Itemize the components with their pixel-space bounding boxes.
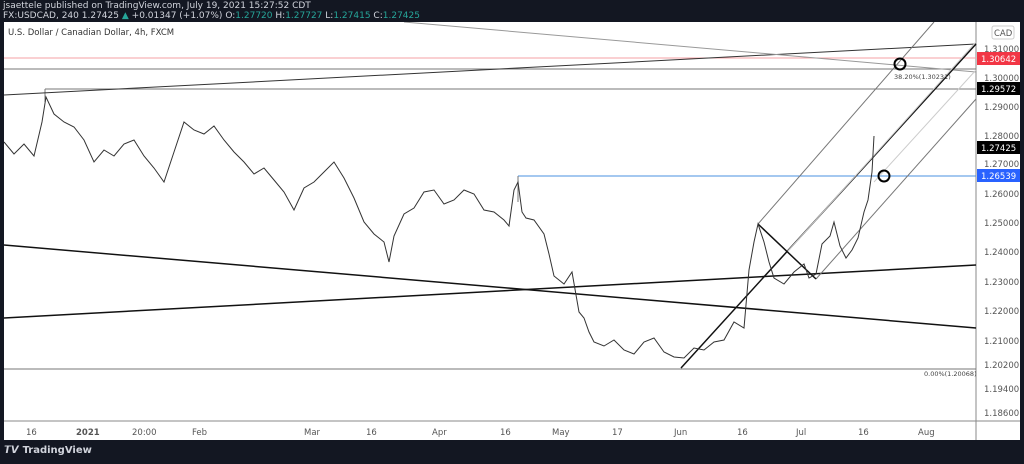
svg-text:1.21000: 1.21000 (984, 337, 1019, 347)
price-label-last: 1.27425 (981, 144, 1016, 154)
publish-info: jsaettele published on TradingView.com, … (3, 1, 311, 11)
open-value: 1.27720 (235, 11, 273, 21)
close-label: C: (373, 11, 383, 21)
price-label-black: 1.29572 (981, 85, 1016, 95)
open-label: O: (225, 11, 236, 21)
svg-text:1.29000: 1.29000 (984, 103, 1019, 113)
brand-name: TradingView (22, 445, 92, 456)
change: +0.01347 (+1.07%) (131, 11, 223, 21)
svg-text:16: 16 (500, 428, 511, 438)
svg-text:20:00: 20:00 (132, 428, 157, 438)
svg-text:16: 16 (737, 428, 748, 438)
chart-canvas[interactable]: 38.20%(1.30231) 0.00%(1.20068) 1.31000 1… (4, 22, 1020, 440)
svg-text:1.30000: 1.30000 (984, 74, 1019, 84)
currency-label: CAD (994, 29, 1013, 39)
svg-text:Aug: Aug (918, 428, 935, 438)
last-price: 1.27425 (81, 11, 119, 21)
price-label-red: 1.30642 (981, 55, 1016, 65)
svg-text:16: 16 (26, 428, 37, 438)
svg-text:1.24000: 1.24000 (984, 248, 1019, 258)
svg-text:Mar: Mar (304, 428, 321, 438)
svg-text:Feb: Feb (192, 428, 207, 438)
svg-text:1.20200: 1.20200 (984, 361, 1019, 371)
svg-text:1.28000: 1.28000 (984, 132, 1019, 142)
svg-text:May: May (552, 428, 570, 438)
fib-38-label: 38.20%(1.30231) (894, 73, 951, 81)
chart-title: U.S. Dollar / Canadian Dollar, 4h, FXCM (8, 28, 175, 38)
svg-text:1.26000: 1.26000 (984, 190, 1019, 200)
svg-text:1.27000: 1.27000 (984, 160, 1019, 170)
svg-text:1.22000: 1.22000 (984, 307, 1019, 317)
svg-text:2021: 2021 (76, 428, 100, 438)
svg-text:1.23000: 1.23000 (984, 278, 1019, 288)
footer-brand[interactable]: 𝙏𝙑 TradingView (4, 445, 92, 456)
high-value: 1.27727 (285, 11, 323, 21)
low-label: L: (325, 11, 334, 21)
tv-logo-icon: 𝙏𝙑 (4, 445, 19, 456)
svg-text:1.18600: 1.18600 (984, 409, 1019, 419)
fib-0-label: 0.00%(1.20068) (924, 370, 977, 378)
chart-area[interactable]: 38.20%(1.30231) 0.00%(1.20068) 1.31000 1… (4, 22, 1020, 440)
svg-text:16: 16 (366, 428, 377, 438)
symbol-info: FX:USDCAD, 240 1.27425 ▲ +0.01347 (+1.07… (3, 11, 420, 21)
svg-text:17: 17 (612, 428, 623, 438)
low-value: 1.27415 (333, 11, 371, 21)
x-axis[interactable]: 16 2021 20:00 Feb Mar 16 Apr 16 May 17 J… (26, 428, 935, 438)
svg-text:16: 16 (858, 428, 869, 438)
svg-text:Jun: Jun (673, 428, 687, 438)
svg-text:Apr: Apr (432, 428, 447, 438)
close-value: 1.27425 (382, 11, 420, 21)
up-arrow-icon: ▲ (121, 11, 129, 21)
svg-text:1.31000: 1.31000 (984, 45, 1019, 55)
price-label-blue: 1.26539 (981, 172, 1016, 182)
y-axis[interactable]: 1.31000 1.30000 1.29000 1.28000 1.27000 … (984, 45, 1019, 419)
svg-text:Jul: Jul (795, 428, 806, 438)
svg-text:1.19400: 1.19400 (984, 385, 1019, 395)
svg-text:1.25000: 1.25000 (984, 219, 1019, 229)
high-label: H: (275, 11, 286, 21)
symbol: FX:USDCAD, 240 (3, 11, 79, 21)
